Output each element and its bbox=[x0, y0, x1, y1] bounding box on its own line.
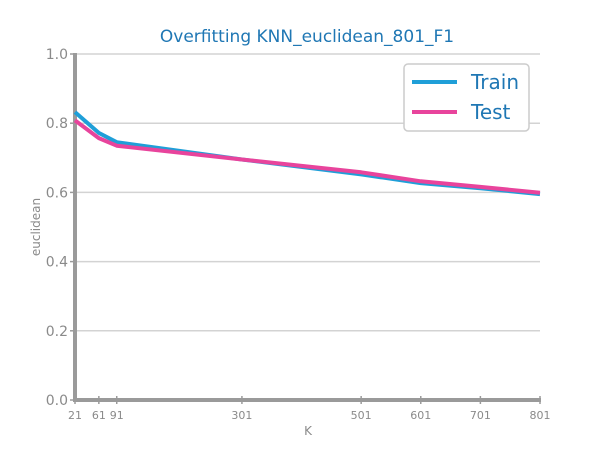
legend-label-test: Test bbox=[470, 100, 511, 124]
y-tick-label: 1.0 bbox=[46, 47, 68, 63]
x-tick-label: 801 bbox=[530, 409, 551, 422]
y-tick-label: 0.0 bbox=[46, 393, 68, 409]
x-tick-label: 301 bbox=[231, 409, 252, 422]
y-tick-label: 0.2 bbox=[46, 324, 68, 340]
chart-title: Overfitting KNN_euclidean_801_F1 bbox=[160, 27, 454, 47]
series-lines bbox=[73, 110, 541, 197]
x-tick-label: 21 bbox=[68, 409, 82, 422]
y-tick-label: 0.4 bbox=[46, 255, 68, 271]
y-axis-ticks: 0.0 0.2 0.4 0.6 0.8 1.0 bbox=[46, 47, 75, 409]
x-tick-label: 61 bbox=[92, 409, 106, 422]
y-tick-label: 0.6 bbox=[46, 185, 68, 201]
x-tick-label: 601 bbox=[410, 409, 431, 422]
y-tick-label: 0.8 bbox=[46, 116, 68, 132]
x-tick-label: 91 bbox=[110, 409, 124, 422]
legend: Train Test bbox=[403, 63, 530, 132]
y-axis-label: euclidean bbox=[29, 198, 43, 256]
x-axis-label: K bbox=[304, 424, 313, 438]
x-tick-label: 701 bbox=[470, 409, 491, 422]
x-tick-label: 501 bbox=[351, 409, 372, 422]
legend-label-train: Train bbox=[470, 70, 519, 94]
series-line-test bbox=[73, 118, 541, 195]
